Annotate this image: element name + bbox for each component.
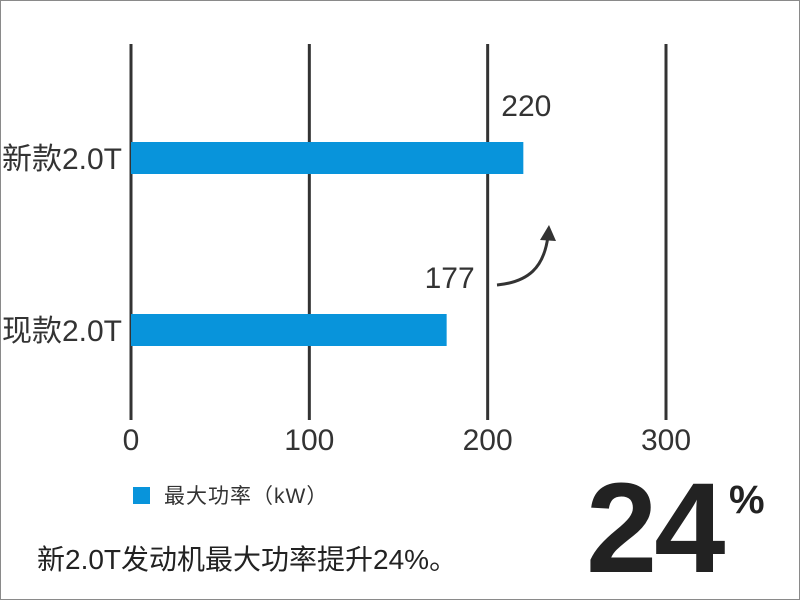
chart-caption: 新2.0T发动机最大功率提升24%。 <box>37 544 458 575</box>
data-label-1: 220 <box>501 90 551 123</box>
category-label-1: 新款2.0T <box>2 143 122 176</box>
x-tick-label-100: 100 <box>284 424 334 457</box>
x-tick-label-300: 300 <box>641 424 691 457</box>
legend-label: 最大功率（kW） <box>164 485 329 508</box>
category-label-2: 现款2.0T <box>2 315 122 348</box>
x-tick-label-0: 0 <box>123 424 140 457</box>
chart-legend: 最大功率（kW） <box>133 481 328 509</box>
data-label-2: 177 <box>425 262 475 295</box>
bar-1 <box>131 142 524 174</box>
highlight-percent-sign: % <box>729 478 765 522</box>
curved-arrow-icon <box>496 235 550 287</box>
bar-2 <box>131 314 447 346</box>
legend-swatch <box>133 486 150 504</box>
x-tick-label-200: 200 <box>463 424 513 457</box>
highlight-number: 24 <box>586 457 725 600</box>
arrow-head-icon <box>540 225 556 241</box>
